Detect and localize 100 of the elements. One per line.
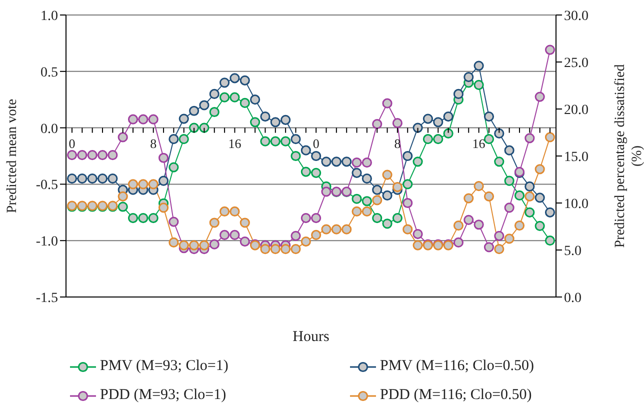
point: [77, 174, 88, 184]
point: [230, 230, 240, 240]
point: [352, 194, 362, 204]
point: [514, 190, 525, 201]
point: [392, 118, 402, 128]
y2-tick-label: 30.0: [564, 8, 588, 24]
point: [382, 98, 392, 108]
point: [321, 156, 332, 167]
point: [148, 179, 158, 190]
point: [464, 72, 474, 82]
point: [128, 114, 138, 124]
point: [474, 80, 484, 90]
x-tick-label: 16: [228, 136, 242, 151]
point: [178, 240, 189, 250]
point: [290, 134, 301, 144]
y-tick-label: 0.5: [40, 65, 58, 80]
point: [494, 156, 504, 167]
point: [209, 218, 220, 228]
point: [342, 156, 352, 167]
point: [352, 158, 362, 168]
point: [372, 195, 382, 206]
point: [484, 134, 494, 144]
point: [168, 134, 179, 144]
point: [453, 237, 464, 248]
point: [453, 88, 464, 100]
legend-label: PDD (M=116; Clo=0.50): [380, 387, 532, 404]
point: [352, 206, 362, 217]
y2-tick-label: 20.0: [564, 102, 588, 118]
point: [260, 244, 270, 254]
point: [240, 75, 250, 86]
point: [544, 207, 556, 218]
x-axis-title: Hours: [292, 329, 330, 345]
point: [148, 212, 158, 224]
point: [66, 150, 78, 160]
y2-tick-label: 15.0: [564, 150, 588, 165]
point: [250, 94, 260, 105]
point: [311, 230, 322, 240]
point: [494, 244, 504, 254]
y2-tick-label: 10.0: [564, 196, 588, 212]
point: [290, 230, 301, 241]
point: [199, 240, 210, 250]
point: [250, 117, 260, 128]
point: [290, 244, 301, 254]
point: [128, 212, 138, 224]
point: [108, 150, 118, 160]
legend-label: PMV (M=93; Clo=1): [100, 358, 228, 375]
point: [392, 182, 402, 192]
y2-tick-label: 0.0: [564, 290, 582, 306]
point: [464, 214, 474, 225]
y-tick-label: 0.0: [40, 122, 58, 137]
point: [331, 224, 342, 234]
point: [230, 206, 240, 217]
point: [402, 150, 413, 162]
point: [280, 244, 291, 254]
y-axis-title: Predicted mean vote: [5, 98, 20, 214]
point: [484, 191, 494, 202]
point: [168, 162, 179, 172]
point: [199, 100, 210, 110]
point: [494, 128, 504, 138]
point: [474, 220, 484, 230]
point: [300, 166, 311, 177]
point: [188, 106, 200, 116]
point: [270, 117, 280, 128]
point: [158, 202, 169, 213]
point: [270, 244, 280, 254]
point: [443, 128, 454, 138]
point: [270, 136, 280, 146]
point: [290, 150, 301, 162]
point: [382, 170, 392, 180]
point: [372, 118, 382, 130]
point: [544, 44, 556, 55]
point: [464, 193, 474, 204]
y-tick-label: -0.5: [36, 178, 58, 194]
point: [220, 206, 230, 217]
point: [311, 150, 322, 162]
point: [412, 156, 423, 167]
point: [178, 134, 189, 144]
point: [484, 111, 494, 122]
point: [97, 174, 108, 184]
point: [188, 122, 200, 133]
point: [321, 224, 332, 234]
point: [402, 198, 413, 208]
point: [240, 218, 250, 228]
point: [392, 212, 402, 224]
point: [138, 114, 148, 124]
point: [77, 150, 88, 160]
point: [494, 230, 504, 241]
point: [422, 134, 434, 144]
point: [352, 168, 362, 178]
point: [199, 122, 210, 133]
point: [168, 237, 179, 248]
point: [311, 212, 322, 224]
legend-label: PDD (M=93; Clo=1): [100, 387, 226, 404]
point: [524, 133, 535, 144]
point: [412, 240, 423, 250]
point: [220, 78, 230, 88]
point: [362, 206, 372, 217]
point: [168, 216, 179, 227]
point: [311, 168, 322, 178]
point: [331, 156, 342, 167]
